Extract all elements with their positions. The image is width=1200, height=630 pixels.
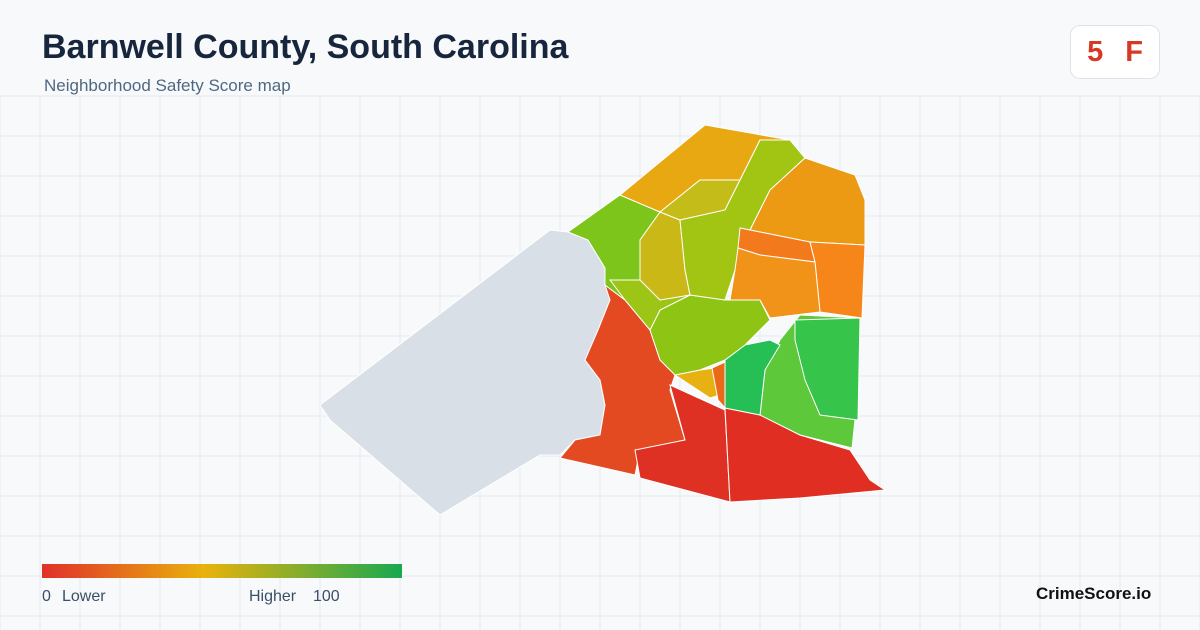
region [724, 339, 781, 416]
region [729, 247, 821, 319]
score: 5 [1087, 35, 1104, 68]
legend-gradient [42, 564, 402, 578]
subtitle: Neighborhood Safety Score map [44, 76, 291, 95]
grade: F [1125, 35, 1143, 68]
region [809, 241, 866, 319]
score-badge: 5 F [1070, 25, 1160, 79]
legend-min: 0 [42, 588, 51, 605]
title: Barnwell County, South Carolina [42, 28, 569, 66]
region [711, 361, 726, 410]
legend-max-label: Higher [249, 588, 297, 605]
legend-max: 100 [313, 588, 340, 605]
regions [319, 124, 887, 516]
legend-min-label: Lower [62, 588, 106, 605]
region [319, 229, 611, 516]
brand: CrimeScore.io [1036, 584, 1152, 603]
